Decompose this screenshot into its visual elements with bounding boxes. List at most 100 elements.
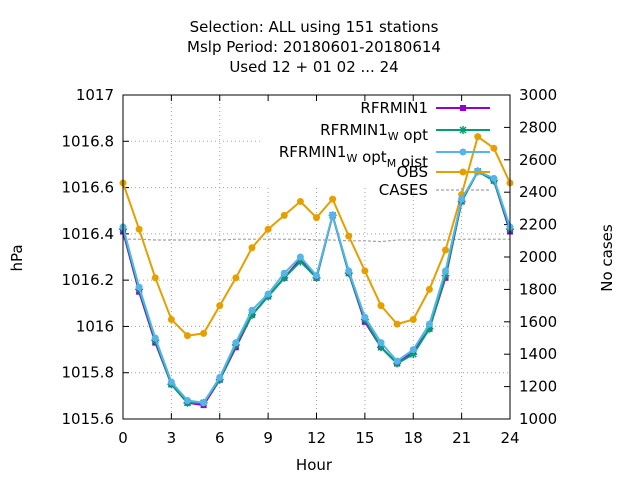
legend-entry: OBS — [397, 163, 490, 181]
data-point — [313, 272, 320, 280]
y-tick-label: 1016 — [76, 317, 114, 335]
y2-tick-label: 3000 — [519, 86, 557, 104]
legend-entry: RFRMIN1W optM oist — [279, 143, 490, 171]
data-point — [264, 290, 272, 298]
data-point — [232, 274, 240, 282]
data-point — [393, 320, 401, 328]
legend-label: OBS — [397, 163, 428, 181]
data-point — [329, 195, 337, 203]
y2-tick-label: 1200 — [519, 378, 557, 396]
data-point — [296, 197, 304, 205]
data-point — [248, 244, 256, 252]
grid — [123, 95, 510, 419]
y-tick-label: 1016.4 — [62, 225, 115, 243]
data-point — [216, 373, 224, 381]
data-point — [345, 232, 353, 240]
axis-ticks: 0 3 6 9 12 15 18 21 24 1015.6 1015.8 1016 1016.2 1016… — [62, 86, 558, 447]
legend-label: RFRMIN1W opt — [320, 121, 428, 144]
y-tick-label: 1016.2 — [62, 271, 115, 289]
data-point — [459, 148, 467, 156]
y-tick-label: 1017 — [76, 86, 114, 104]
data-point — [361, 313, 369, 321]
series-rfrmin1-w-opt-m-oist — [119, 167, 514, 407]
data-point — [459, 168, 467, 176]
legend-label: CASES — [379, 181, 428, 199]
data-point — [184, 332, 191, 340]
series-layer — [119, 133, 514, 409]
series-line — [123, 238, 510, 243]
data-point — [167, 378, 175, 386]
y-tick-label: 1016.8 — [62, 132, 115, 150]
x-tick-label: 15 — [355, 429, 374, 447]
series-rfrmin1-w-opt — [119, 167, 514, 407]
series-cases — [123, 238, 510, 243]
data-point — [232, 339, 240, 347]
legend-entry: RFRMIN1 — [360, 99, 490, 117]
data-point — [216, 302, 224, 310]
data-point — [393, 357, 401, 365]
title-line-3: Used 12 + 01 02 ... 24 — [229, 58, 398, 76]
x-tick-label: 6 — [215, 429, 225, 447]
data-point — [200, 329, 208, 337]
data-point — [151, 274, 159, 282]
y-tick-label: 1016.6 — [62, 179, 115, 197]
y2-tick-label: 2800 — [519, 118, 557, 136]
x-tick-label: 3 — [167, 429, 177, 447]
chart-title: Selection: ALL using 151 stations Mslp P… — [187, 18, 441, 76]
data-point — [377, 302, 385, 310]
title-line-1: Selection: ALL using 151 stations — [190, 18, 439, 36]
data-point — [377, 339, 385, 347]
data-point — [460, 105, 466, 111]
data-point — [167, 315, 175, 323]
data-point — [345, 267, 353, 275]
data-point — [280, 269, 288, 277]
data-point — [442, 246, 449, 254]
data-point — [248, 306, 256, 314]
data-point — [264, 225, 272, 233]
x-tick-label: 9 — [263, 429, 273, 447]
data-point — [409, 346, 417, 354]
data-point — [490, 144, 498, 152]
data-point — [425, 285, 433, 293]
data-point — [151, 334, 159, 342]
x-tick-label: 24 — [500, 429, 519, 447]
data-point — [329, 211, 337, 219]
data-point — [313, 214, 320, 222]
y-axis-label: hPa — [8, 244, 26, 271]
y-tick-label: 1015.6 — [62, 410, 115, 428]
data-point — [425, 320, 433, 328]
y2-tick-label: 2600 — [519, 151, 557, 169]
y2-axis-label: No cases — [598, 224, 616, 292]
data-point — [409, 315, 417, 323]
y2-tick-label: 2400 — [519, 183, 557, 201]
x-axis-label: Hour — [296, 456, 333, 474]
y2-tick-label: 1000 — [519, 410, 557, 428]
data-point — [458, 195, 466, 203]
data-point — [361, 267, 369, 275]
y2-tick-label: 2000 — [519, 248, 557, 266]
legend-label: RFRMIN1W optM oist — [279, 143, 428, 171]
data-point — [200, 399, 208, 407]
data-point — [459, 126, 467, 134]
title-line-2: Mslp Period: 20180601-20180614 — [187, 38, 441, 56]
legend-entry: RFRMIN1W opt — [320, 121, 490, 144]
x-tick-label: 18 — [404, 429, 423, 447]
data-point — [474, 133, 482, 141]
y2-tick-label: 1800 — [519, 280, 557, 298]
data-point — [280, 211, 288, 219]
data-point — [135, 283, 143, 291]
x-tick-label: 12 — [307, 429, 326, 447]
x-tick-label: 21 — [452, 429, 471, 447]
legend-entry: CASES — [379, 181, 490, 199]
data-point — [184, 396, 191, 404]
x-tick-label: 0 — [118, 429, 128, 447]
y-tick-label: 1015.8 — [62, 364, 115, 382]
data-point — [490, 174, 498, 182]
data-point — [442, 267, 449, 275]
data-point — [296, 253, 304, 261]
legend-label: RFRMIN1 — [360, 99, 428, 117]
y2-tick-label: 1600 — [519, 313, 557, 331]
plot-frame — [122, 94, 511, 420]
